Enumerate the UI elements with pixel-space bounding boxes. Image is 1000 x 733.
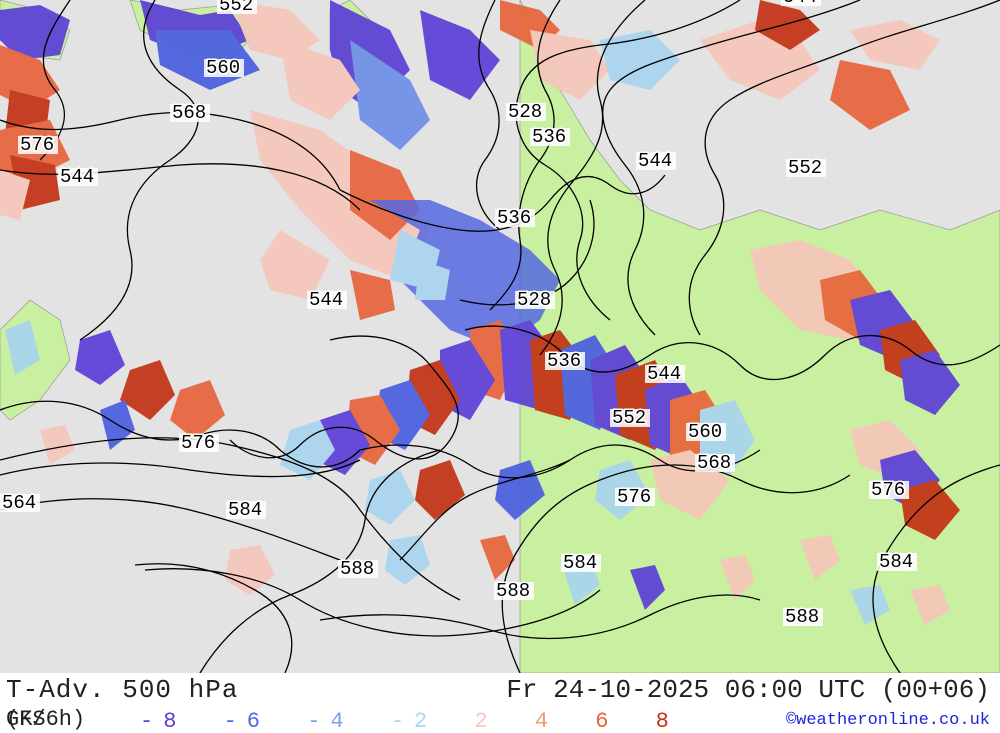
scale-value-neg4: -4 [307,709,353,733]
contour-label-544-9: 544 [781,0,821,8]
contour-label-text: 552 [612,407,646,429]
color-scale-legend: -8 -6 -4 -2 2 4 6 8 [140,709,693,733]
weather-map: 5525605685765445285365445525445365445285… [0,0,1000,673]
contour-label-text: 584 [563,552,597,574]
chart-title: T-Adv. 500 hPa [6,675,238,705]
scale-value-pos4: 4 [535,709,558,733]
contour-label-text: 568 [172,102,206,124]
source-credit: ©weatheronline.co.uk [786,711,990,730]
contour-label-text: 584 [228,499,262,521]
contour-label-568-17: 568 [695,452,735,474]
contour-label-576-20: 576 [869,479,909,501]
contour-label-text: 588 [496,580,530,602]
contour-label-552-0: 552 [217,0,257,16]
valid-datetime: Fr 24-10-2025 06:00 UTC (00+06) [506,675,990,705]
contour-label-text: 584 [879,551,913,573]
contour-label-text: 560 [206,57,240,79]
contour-label-text: 536 [547,350,581,372]
scale-value-neg8: -8 [140,709,186,733]
contour-label-text: 528 [517,289,551,311]
map-svg: 5525605685765445285365445525445365445285… [0,0,1000,673]
contour-label-text: 536 [497,207,531,229]
contour-label-576-18: 576 [179,432,219,454]
contour-label-text: 544 [783,0,817,8]
contour-label-576-3: 576 [18,134,58,156]
scale-value-pos2: 2 [474,709,497,733]
contour-label-536-10: 536 [495,207,535,229]
contour-label-568-2: 568 [170,102,210,124]
scale-value-neg2: -2 [391,709,437,733]
contour-label-544-7: 544 [636,150,676,172]
contour-label-text: 544 [647,363,681,385]
contour-label-576-19: 576 [615,486,655,508]
contour-label-text: 576 [871,479,905,501]
contour-label-528-12: 528 [515,289,555,311]
contour-label-text: 536 [532,126,566,148]
contour-label-528-5: 528 [506,101,546,123]
scale-value-pos8: 8 [656,709,679,733]
contour-label-536-6: 536 [530,126,570,148]
contour-label-text: 528 [508,101,542,123]
scale-value-pos6: 6 [595,709,618,733]
contour-label-text: 552 [788,157,822,179]
contour-label-584-22: 584 [561,552,601,574]
contour-label-text: 576 [20,134,54,156]
units-label: (K/6h) [6,707,85,732]
contour-label-588-26: 588 [783,606,823,628]
contour-label-536-13: 536 [545,350,585,372]
contour-label-552-15: 552 [610,407,650,429]
contour-label-560-1: 560 [204,57,244,79]
contour-label-text: 552 [219,0,253,16]
contour-label-560-16: 560 [686,421,726,443]
map-footer: T-Adv. 500 hPa GFS (K/6h) -8 -6 -4 -2 2 … [0,673,1000,733]
contour-label-text: 568 [697,452,731,474]
contour-label-text: 564 [2,492,36,514]
contour-label-text: 544 [309,289,343,311]
contour-label-588-25: 588 [494,580,534,602]
contour-label-text: 576 [617,486,651,508]
contour-label-text: 544 [638,150,672,172]
contour-label-text: 576 [181,432,215,454]
contour-label-544-4: 544 [58,166,98,188]
contour-label-588-24: 588 [338,558,378,580]
contour-label-564-27: 564 [0,492,40,514]
contour-label-text: 588 [340,558,374,580]
contour-label-544-14: 544 [645,363,685,385]
contour-label-552-8: 552 [786,157,826,179]
contour-label-584-21: 584 [226,499,266,521]
contour-label-text: 560 [688,421,722,443]
contour-label-text: 588 [785,606,819,628]
contour-label-544-11: 544 [307,289,347,311]
contour-label-text: 544 [60,166,94,188]
scale-value-neg6: -6 [224,709,270,733]
contour-label-584-23: 584 [877,551,917,573]
